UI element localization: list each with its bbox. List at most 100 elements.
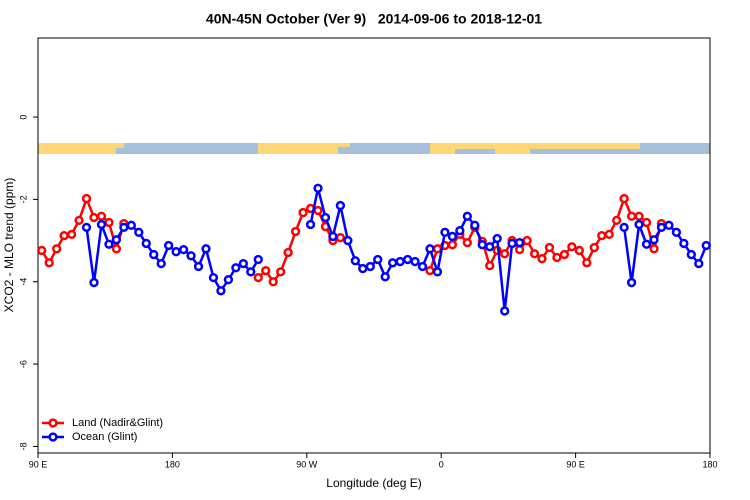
data-point <box>649 244 659 254</box>
data-point <box>432 244 443 254</box>
data-point <box>208 272 219 283</box>
data-point <box>380 272 390 282</box>
data-point <box>89 212 99 223</box>
x-tick-label: 90 W <box>296 459 318 469</box>
data-point <box>440 227 450 237</box>
data-point <box>328 231 338 242</box>
data-point <box>529 249 540 259</box>
data-point <box>111 235 122 245</box>
data-point <box>425 265 435 276</box>
data-point <box>104 239 114 249</box>
data-point <box>671 227 682 237</box>
data-point <box>290 226 301 237</box>
legend-marker <box>48 418 58 428</box>
data-point <box>276 267 286 277</box>
data-point <box>522 235 532 246</box>
data-point <box>238 258 248 269</box>
data-point <box>559 249 570 260</box>
data-point <box>425 244 435 254</box>
data-point <box>74 215 84 226</box>
data-point <box>462 211 472 221</box>
data-point <box>626 211 637 221</box>
data-point <box>253 254 263 265</box>
data-point <box>178 244 189 255</box>
data-point <box>149 249 159 260</box>
data-point <box>358 263 368 274</box>
data-point <box>664 220 674 230</box>
data-point <box>231 263 241 273</box>
legend-label: Land (Nadir&Glint) <box>72 417 163 429</box>
data-point <box>582 258 592 268</box>
data-point <box>619 222 629 233</box>
data-point <box>402 254 413 265</box>
data-point <box>119 222 129 233</box>
x-tick-label: 180 <box>165 459 180 469</box>
data-point <box>410 256 420 267</box>
data-point <box>507 238 517 249</box>
data-point <box>52 244 62 254</box>
data-point <box>537 254 547 264</box>
data-point <box>350 256 360 266</box>
data-point <box>335 200 346 211</box>
data-point <box>66 229 77 240</box>
plot-frame <box>37 37 711 454</box>
x-tick-label: 90 E <box>566 459 585 469</box>
data-point <box>604 229 614 240</box>
data-point <box>514 237 525 248</box>
data-point <box>216 286 226 296</box>
data-point <box>111 244 122 254</box>
data-point <box>589 242 599 253</box>
data-point <box>656 222 667 233</box>
data-point <box>298 207 308 218</box>
data-point <box>619 193 629 204</box>
data-point <box>544 242 555 253</box>
data-point <box>485 261 495 271</box>
data-point <box>365 261 375 272</box>
data-point <box>417 261 428 272</box>
x-tick-label: 0 <box>439 459 444 469</box>
data-point <box>320 212 331 223</box>
data-point <box>141 238 151 249</box>
data-point <box>126 220 136 230</box>
data-point <box>193 261 204 272</box>
legend-label: Ocean (Glint) <box>72 431 137 443</box>
data-point <box>477 240 487 250</box>
data-point <box>171 247 181 257</box>
data-point <box>686 249 696 260</box>
x-tick-label: 90 E <box>29 459 48 469</box>
legend-marker <box>48 432 58 442</box>
series-line <box>40 194 126 266</box>
data-point <box>649 235 659 245</box>
data-point <box>462 237 472 248</box>
data-point <box>37 245 47 256</box>
data-point <box>268 277 278 287</box>
data-point <box>388 258 398 268</box>
data-point <box>96 211 107 221</box>
y-tick-label: -4 <box>18 278 28 286</box>
data-point <box>81 193 92 204</box>
y-axis-label: XCO2 - MLO trend (ppm) <box>2 178 16 313</box>
data-point <box>567 242 577 252</box>
x-axis-label: Longitude (deg E) <box>326 476 421 490</box>
data-point <box>335 233 346 243</box>
data-point <box>634 211 644 221</box>
data-point <box>313 183 323 193</box>
data-point <box>641 239 652 249</box>
data-point <box>492 233 502 244</box>
data-point <box>626 277 637 288</box>
data-point <box>246 267 256 277</box>
data-point <box>634 219 644 230</box>
data-point <box>104 217 114 228</box>
data-point <box>313 205 323 216</box>
data-point <box>455 226 465 236</box>
data-point <box>612 215 622 226</box>
data-point <box>447 240 458 250</box>
data-point <box>283 247 293 258</box>
data-point <box>134 227 144 237</box>
y-tick-label: -6 <box>18 360 28 368</box>
data-point <box>59 230 69 241</box>
y-tick-label: -2 <box>18 195 28 203</box>
data-point <box>261 265 271 276</box>
data-point <box>432 267 443 277</box>
